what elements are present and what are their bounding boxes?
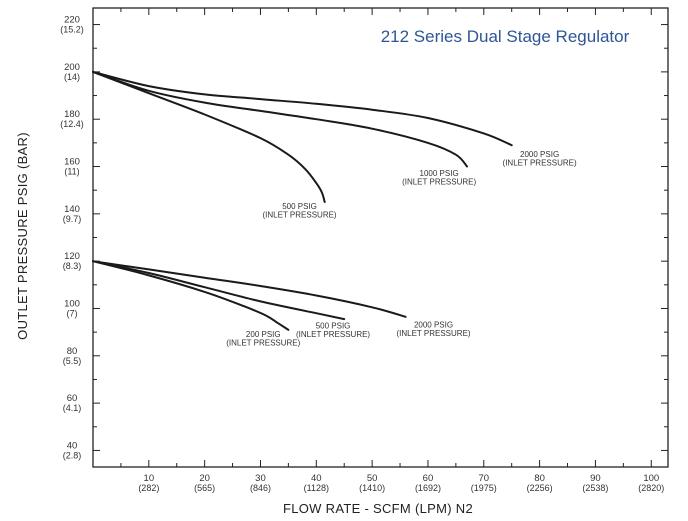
x-tick-sublabel: (846) bbox=[250, 483, 271, 493]
x-tick-label: 100 bbox=[643, 473, 659, 484]
y-tick-label: 80 bbox=[67, 346, 78, 357]
curve-line bbox=[92, 260, 290, 331]
x-tick-label: 70 bbox=[478, 473, 489, 484]
curve-label-line: 500 PSIG bbox=[316, 322, 351, 331]
curve-labels: 2000 PSIG(INLET PRESSURE)1000 PSIG(INLET… bbox=[226, 150, 577, 347]
x-tick-sublabel: (1975) bbox=[471, 483, 497, 493]
x-tick-label: 50 bbox=[367, 473, 378, 484]
y-tick-label: 60 bbox=[67, 393, 78, 404]
y-tick-sublabel: (5.5) bbox=[63, 356, 82, 366]
axis-ticks: 220(15.2) 200(14) 180(12.4) 160(11) 140(9.7)… bbox=[60, 8, 668, 493]
x-tick-sublabel: (1128) bbox=[304, 483, 329, 493]
y-tick-sublabel: (14) bbox=[64, 72, 80, 82]
curve-label-line: 200 PSIG bbox=[246, 330, 281, 339]
curve-line bbox=[92, 260, 346, 321]
y-tick-label: 120 bbox=[64, 251, 80, 262]
y-tick-sublabel: (8.3) bbox=[63, 261, 82, 271]
x-axis-title: FLOW RATE - SCFM (LPM) N2 bbox=[283, 501, 473, 516]
curve-label-line: (INLET PRESSURE) bbox=[402, 177, 476, 186]
y-tick-label: 100 bbox=[64, 298, 80, 309]
y-tick-label: 180 bbox=[64, 109, 80, 120]
curve-label-line: (INLET PRESSURE) bbox=[263, 211, 337, 220]
y-tick-label: 160 bbox=[64, 157, 80, 168]
x-tick-label: 90 bbox=[590, 473, 601, 484]
curve-label-line: (INLET PRESSURE) bbox=[503, 159, 577, 168]
curve-line bbox=[92, 260, 407, 318]
curve-label-line: (INLET PRESSURE) bbox=[396, 329, 470, 338]
x-tick-sublabel: (2538) bbox=[582, 483, 608, 493]
curve-label-line: (INLET PRESSURE) bbox=[226, 338, 300, 347]
curve-label-line: 1000 PSIG bbox=[420, 169, 459, 178]
chart-title: 212 Series Dual Stage Regulator bbox=[381, 27, 630, 46]
plot-frame bbox=[92, 7, 669, 468]
x-tick-label: 80 bbox=[534, 473, 545, 484]
curve-label-line: (INLET PRESSURE) bbox=[296, 330, 370, 339]
x-tick-sublabel: (282) bbox=[138, 483, 159, 493]
curve-line bbox=[92, 70, 513, 147]
y-tick-sublabel: (12.4) bbox=[60, 119, 84, 129]
y-tick-sublabel: (4.1) bbox=[63, 403, 82, 413]
x-tick-sublabel: (2820) bbox=[638, 483, 664, 493]
x-tick-sublabel: (1410) bbox=[359, 483, 385, 493]
curve-line bbox=[92, 70, 468, 168]
y-axis-title: OUTLET PRESSURE PSIG (BAR) bbox=[15, 132, 30, 340]
plot-area bbox=[92, 7, 669, 468]
curve-label-line: 500 PSIG bbox=[282, 202, 317, 211]
x-tick-label: 10 bbox=[144, 473, 155, 484]
y-tick-sublabel: (7) bbox=[67, 308, 78, 318]
x-tick-label: 40 bbox=[311, 473, 322, 484]
y-tick-sublabel: (2.8) bbox=[63, 450, 82, 460]
x-tick-label: 30 bbox=[255, 473, 266, 484]
y-tick-label: 200 bbox=[64, 62, 80, 73]
x-tick-label: 60 bbox=[423, 473, 434, 484]
curve-line bbox=[92, 70, 326, 203]
y-tick-sublabel: (11) bbox=[64, 167, 79, 177]
curve-label-line: 2000 PSIG bbox=[520, 150, 559, 159]
curve-label-line: 2000 PSIG bbox=[414, 320, 453, 329]
x-tick-sublabel: (2256) bbox=[527, 483, 553, 493]
x-tick-label: 20 bbox=[199, 473, 210, 484]
y-tick-label: 220 bbox=[64, 15, 80, 26]
x-tick-sublabel: (1692) bbox=[415, 483, 441, 493]
y-tick-sublabel: (9.7) bbox=[63, 214, 82, 224]
y-tick-label: 140 bbox=[64, 204, 80, 215]
y-tick-sublabel: (15.2) bbox=[60, 25, 84, 35]
flow-curves bbox=[92, 70, 513, 331]
x-tick-sublabel: (565) bbox=[194, 483, 215, 493]
y-tick-label: 40 bbox=[67, 440, 78, 451]
